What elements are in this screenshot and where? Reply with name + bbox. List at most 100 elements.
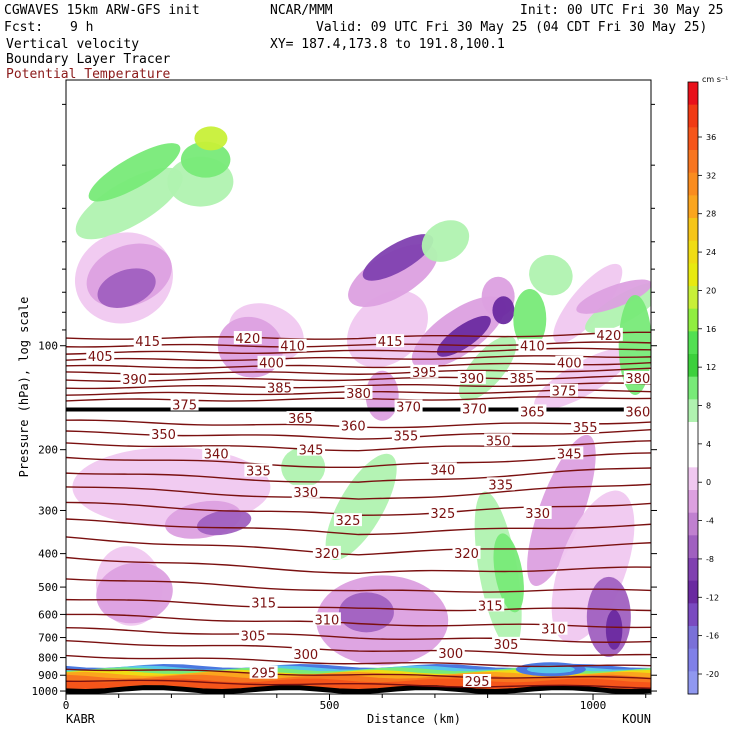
- velocity-blob-7: [97, 268, 156, 308]
- y-tick-label-4: 500: [38, 581, 58, 594]
- model-title: CGWAVES 15km ARW-GFS init: [4, 3, 200, 18]
- theta-label-6: 405: [88, 350, 113, 365]
- velocity-blob-17: [513, 288, 547, 349]
- y-tick-label-7: 800: [38, 652, 58, 665]
- theta-label-bg-32: [244, 463, 273, 477]
- colorbar-swatch-23: [688, 603, 698, 627]
- theta-label-bg-18: [394, 399, 423, 413]
- theta-label-bg-39: [452, 545, 481, 559]
- theta-label-47: 300: [438, 647, 463, 662]
- colorbar-label-1: 32: [706, 171, 716, 180]
- theta-label-38: 320: [314, 547, 339, 562]
- theta-label-bg-8: [555, 355, 584, 369]
- colorbar-swatch-19: [688, 512, 698, 536]
- colorbar-swatch-18: [688, 490, 698, 514]
- colorbar-swatch-17: [688, 467, 698, 491]
- theta-label-9: 390: [122, 373, 147, 388]
- theta-contour-labels: 415 420 415 410 410 420 405 400 400 390 395 390 385 3…: [86, 327, 651, 690]
- theta-label-26: 350: [151, 428, 176, 443]
- colorbar-swatch-20: [688, 535, 698, 559]
- theta-label-bg-20: [518, 404, 547, 418]
- theta-label-bg-1: [233, 331, 262, 345]
- velocity-blob-0: [75, 167, 183, 240]
- theta-label-bg-6: [86, 348, 115, 362]
- theta-label-1: 420: [235, 332, 260, 347]
- theta-label-23: 360: [341, 419, 366, 434]
- velocity-blob-18: [529, 254, 573, 296]
- theta-label-32: 335: [246, 465, 271, 480]
- x-axis-label: Distance (km): [367, 712, 461, 726]
- colorbar-swatch-5: [688, 195, 698, 219]
- colorbar-label-10: -4: [706, 517, 714, 526]
- right-endpoint-label: KOUN: [622, 712, 651, 726]
- theta-label-bg-40: [249, 595, 278, 609]
- theta-label-14: 380: [625, 372, 650, 387]
- theta-label-bg-43: [539, 621, 568, 635]
- colorbar-label-0: 36: [706, 133, 716, 142]
- theta-label-bg-41: [476, 598, 505, 612]
- org-label: NCAR/MMM: [270, 3, 333, 18]
- theta-label-bg-30: [202, 446, 231, 460]
- y-tick-label-2: 300: [38, 504, 58, 517]
- theta-contour-24: [66, 639, 651, 657]
- theta-contour-13: [66, 452, 651, 469]
- colorbar-label-12: -12: [706, 593, 719, 602]
- theta-label-15: 380: [346, 387, 371, 402]
- y-tick-label-8: 900: [38, 669, 58, 682]
- theta-label-27: 350: [486, 434, 511, 449]
- theta-label-36: 325: [336, 514, 361, 529]
- colorbar-swatch-15: [688, 422, 698, 446]
- colorbar-label-4: 20: [706, 286, 716, 295]
- colorbar-label-9: 0: [706, 478, 711, 487]
- colorbar-swatch-7: [688, 240, 698, 264]
- theta-contour-21: [66, 598, 651, 612]
- theta-label-bg-48: [249, 665, 278, 679]
- theta-label-19: 370: [462, 403, 487, 418]
- theta-label-7: 400: [259, 357, 284, 372]
- theta-contour-23: [66, 627, 651, 643]
- colorbar-swatch-21: [688, 558, 698, 582]
- theta-label-bg-42: [312, 612, 341, 626]
- colorbar-swatch-9: [688, 286, 698, 310]
- colorbar-label-14: -20: [706, 670, 719, 679]
- theta-label-10: 395: [412, 366, 437, 381]
- colorbar-swatch-2: [688, 127, 698, 151]
- theta-label-bg-13: [265, 380, 294, 394]
- theta-label-bg-33: [486, 477, 515, 491]
- colorbar-swatch-10: [688, 308, 698, 332]
- init-time: Init: 00 UTC Fri 30 May 25: [520, 3, 724, 18]
- theta-label-2: 415: [378, 335, 403, 350]
- velocity-blob-29: [96, 562, 173, 624]
- velocity-blob-23: [576, 279, 651, 314]
- colorbar-swatch-22: [688, 580, 698, 604]
- colorbar-label-5: 16: [706, 325, 716, 334]
- theta-label-bg-23: [339, 418, 368, 432]
- colorbar-swatch-8: [688, 263, 698, 287]
- velocity-blob-10: [347, 290, 428, 368]
- theta-label-45: 305: [494, 638, 519, 653]
- theta-label-42: 310: [314, 613, 339, 628]
- field-boundary-layer-tracer: Boundary Layer Tracer: [6, 52, 171, 67]
- theta-label-21: 360: [625, 405, 650, 420]
- velocity-blob-1: [88, 143, 181, 202]
- theta-label-39: 320: [454, 547, 479, 562]
- colorbar-label-2: 28: [706, 210, 716, 219]
- colorbar-swatch-3: [688, 150, 698, 174]
- theta-label-25: 355: [394, 430, 419, 445]
- theta-label-bg-16: [550, 383, 579, 397]
- theta-label-bg-44: [239, 628, 268, 642]
- velocity-blob-3: [180, 141, 231, 178]
- colorbar: cm s⁻¹ 36 32 28 24 20 16 12 8 4 0 -4 -8 -12 -16 -20: [687, 75, 728, 695]
- theta-label-30: 340: [204, 447, 229, 462]
- theta-label-11: 390: [459, 372, 484, 387]
- theta-contour-1: [66, 341, 651, 348]
- theta-label-bg-17: [170, 397, 199, 411]
- colorbar-swatch-24: [688, 626, 698, 650]
- theta-label-bg-14: [623, 370, 651, 384]
- theta-contour-2: [66, 347, 651, 355]
- colorbar-swatch-12: [688, 354, 698, 378]
- velocity-blob-16: [492, 296, 515, 325]
- pbl-plume-core: [526, 665, 575, 674]
- theta-label-bg-49: [463, 673, 492, 687]
- field-vertical-velocity: Vertical velocity: [6, 37, 140, 52]
